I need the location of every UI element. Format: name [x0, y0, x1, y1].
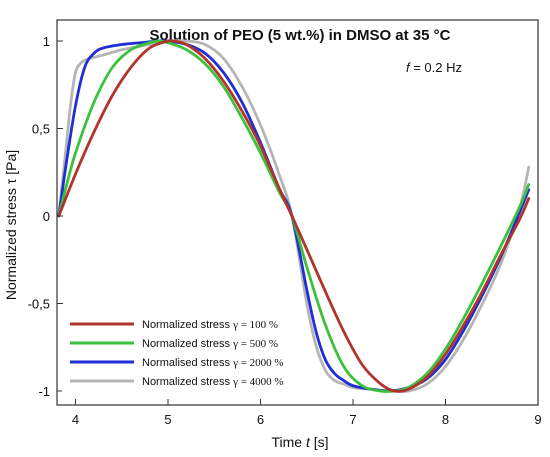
y-axis-label-prefix: Normalized stress	[3, 184, 19, 300]
x-tick-label: 4	[72, 412, 79, 427]
frequency-value: = 0.2 Hz	[410, 60, 462, 75]
y-tick-label: 0,5	[32, 122, 50, 137]
x-axis-label-unit: [s]	[310, 434, 329, 450]
legend-label-4: Normalized stress γ = 4000 %	[142, 376, 284, 388]
x-tick-label: 7	[349, 412, 356, 427]
chart-title: Solution of PEO (5 wt.%) in DMSO at 35 °…	[149, 27, 450, 44]
legend-label-1: Normalized stress γ = 100 %	[142, 319, 278, 331]
y-axis-label-variable: τ	[3, 178, 19, 184]
x-tick-label: 6	[257, 412, 264, 427]
legend-label-2: Normalized stress γ = 500 %	[142, 338, 278, 350]
x-tick-label: 5	[164, 412, 171, 427]
series-line-1	[57, 38, 531, 393]
x-tick-label: 9	[534, 412, 541, 427]
x-axis-label-variable: t	[306, 434, 311, 450]
series-layer	[57, 38, 531, 393]
y-tick-label: 1	[43, 34, 50, 49]
x-axis-label: Time t [s]	[271, 434, 328, 450]
y-tick-label: -1	[38, 384, 50, 399]
legend: Normalized stress γ = 100 % Normalized st…	[62, 312, 300, 396]
y-axis-label-unit: [Pa]	[3, 150, 19, 179]
y-axis-label: Normalized stress τ [Pa]	[3, 150, 19, 300]
y-tick-label: 0	[43, 209, 50, 224]
x-tick-label: 8	[442, 412, 449, 427]
frequency-variable: f	[406, 60, 411, 75]
legend-label-3: Normalised stress γ = 2000 %	[142, 357, 284, 369]
y-tick-label: -0,5	[28, 297, 50, 312]
series-line-4	[57, 39, 531, 393]
ticks-layer: 4 5 6 7 8 9 1 0,5 0 -0,5 -1	[28, 34, 542, 427]
frequency-annotation: f = 0.2 Hz	[406, 60, 462, 75]
x-axis-label-prefix: Time	[271, 434, 305, 450]
plot-frame	[56, 19, 539, 406]
